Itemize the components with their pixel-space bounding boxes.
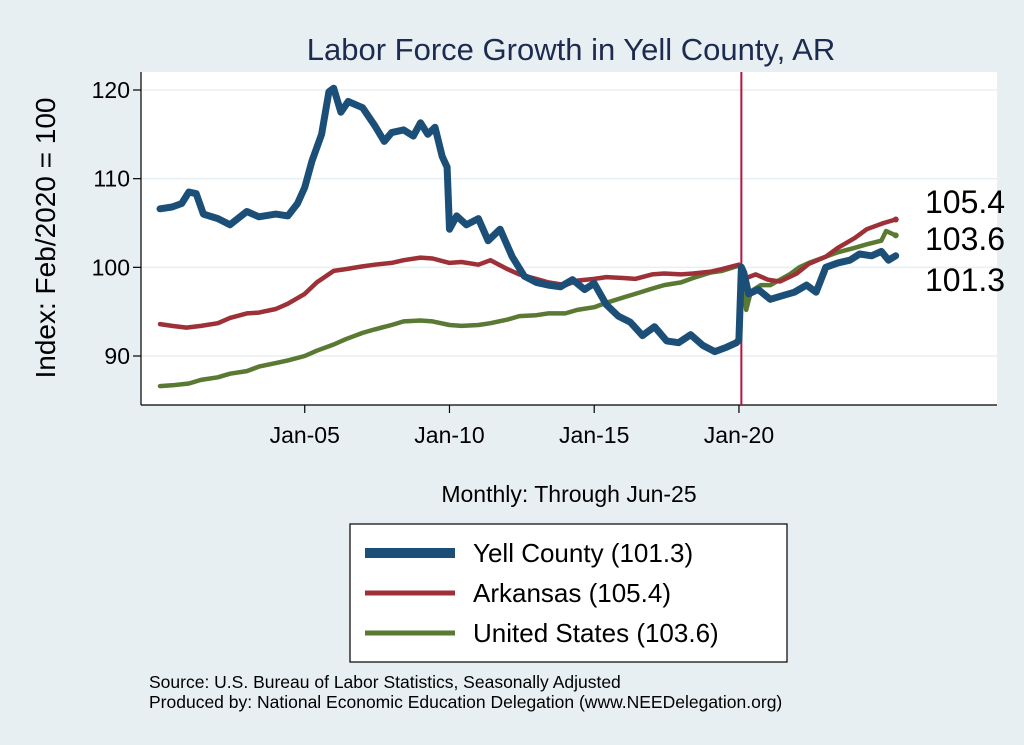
yell-county-line [156, 84, 900, 356]
y-axis-title: Index: Feb/2020 = 100 [30, 98, 61, 379]
legend-label: Arkansas (105.4) [473, 578, 671, 608]
axes: 90 100 110 120 Jan-05 Jan-10 Jan-15 Jan-20 [92, 72, 997, 448]
plot-background [141, 72, 997, 405]
end-marker [892, 232, 899, 239]
end-value-label: 105.4 [925, 184, 1005, 220]
legend-label: Yell County (101.3) [473, 538, 693, 568]
end-value-label: 101.3 [925, 262, 1005, 298]
end-value-label: 103.6 [925, 221, 1005, 257]
x-tick-label: Jan-10 [414, 422, 484, 448]
grid-lines [141, 89, 997, 357]
source-line: Source: U.S. Bureau of Labor Statistics,… [149, 672, 621, 692]
series-lines [156, 84, 900, 389]
y-tick-label: 120 [92, 77, 130, 103]
y-tick-label: 90 [104, 343, 130, 369]
y-tick-label: 100 [92, 254, 130, 280]
x-axis-title: Monthly: Through Jun-25 [441, 481, 696, 507]
x-tick-label: Jan-20 [704, 422, 774, 448]
end-marker [892, 216, 899, 223]
produced-by-line: Produced by: National Economic Education… [149, 692, 783, 712]
y-tick-label: 110 [93, 166, 130, 192]
legend-label: United States (103.6) [473, 618, 719, 648]
x-tick-label: Jan-15 [559, 422, 629, 448]
legend: Yell County (101.3) Arkansas (105.4) Unite… [349, 523, 788, 663]
end-marker [892, 252, 899, 259]
x-tick-label: Jan-05 [270, 422, 340, 448]
legend-entries: Yell County (101.3) Arkansas (105.4) Unite… [365, 538, 719, 648]
chart-title: Labor Force Growth in Yell County, AR [307, 32, 835, 67]
